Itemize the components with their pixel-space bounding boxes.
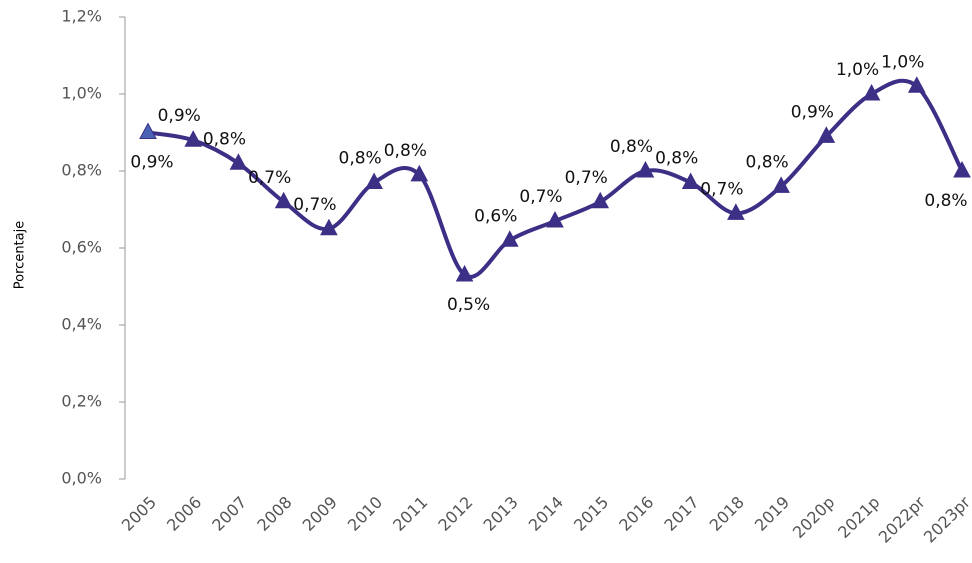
x-tick-label: 2016 [615, 493, 657, 535]
x-tick-label: 2013 [480, 493, 522, 535]
marker [953, 160, 971, 178]
x-tick-label: 2018 [706, 493, 748, 535]
marker [546, 210, 564, 228]
data-label: 0,8% [384, 141, 427, 161]
data-label: 0,8% [339, 149, 382, 169]
x-tick-label: 2014 [525, 493, 567, 535]
data-label: 0,6% [474, 206, 517, 226]
x-tick-label: 2011 [389, 493, 431, 535]
marker [862, 83, 881, 101]
x-tick-label: 2008 [253, 493, 295, 535]
y-tick-label: 0,4% [61, 315, 102, 334]
x-tick-label: 2022pr [875, 492, 929, 546]
marker [681, 172, 700, 190]
marker [455, 264, 474, 282]
data-label: 0,7% [519, 187, 562, 207]
marker [229, 153, 248, 170]
x-tick-label: 2010 [344, 493, 386, 535]
data-label: 1,0% [836, 60, 879, 80]
data-label: 0,9% [130, 153, 173, 173]
data-label: 0,7% [700, 179, 743, 199]
data-label: 0,9% [158, 106, 201, 126]
marker [320, 218, 338, 236]
data-label: 0,7% [248, 168, 291, 188]
y-tick-label: 1,2% [61, 7, 102, 26]
x-tick-label: 2017 [660, 493, 702, 535]
x-tick-label: 2009 [299, 493, 341, 535]
y-tick-label: 0,6% [61, 238, 102, 257]
marker [139, 122, 157, 139]
data-label: 0,9% [791, 102, 834, 122]
marker [636, 160, 655, 178]
data-label: 0,8% [610, 137, 653, 157]
marker [772, 176, 790, 193]
marker [365, 172, 383, 190]
data-label: 0,7% [293, 195, 336, 215]
marker [817, 126, 836, 143]
data-label: 0,8% [746, 152, 789, 172]
marker [184, 130, 203, 147]
marker [500, 230, 519, 247]
x-tick-label: 2019 [751, 493, 793, 535]
y-tick-label: 0,0% [61, 469, 102, 488]
x-tick-label: 2006 [163, 493, 205, 535]
x-tick-label: 2005 [118, 493, 160, 535]
data-label: 0,8% [203, 129, 246, 149]
x-tick-label: 2012 [434, 493, 476, 535]
x-tick-label: 2020p [789, 493, 838, 542]
y-tick-label: 0,8% [61, 161, 102, 180]
marker [410, 164, 429, 182]
x-tick-label: 2015 [570, 493, 612, 535]
y-tick-label: 1,0% [61, 84, 102, 103]
marker [274, 191, 293, 209]
y-axis-label: Porcentaje [13, 221, 28, 289]
data-label: 1,0% [881, 52, 924, 72]
data-label: 0,8% [924, 191, 967, 211]
y-tick-label: 0,2% [61, 392, 102, 411]
data-label: 0,8% [655, 149, 698, 169]
data-label: 0,5% [447, 295, 490, 315]
marker [907, 76, 926, 93]
data-label: 0,7% [565, 168, 608, 188]
marker [727, 203, 745, 220]
x-tick-label: 2007 [208, 493, 250, 535]
marker [591, 191, 610, 209]
x-tick-label: 2023pr [920, 492, 972, 546]
